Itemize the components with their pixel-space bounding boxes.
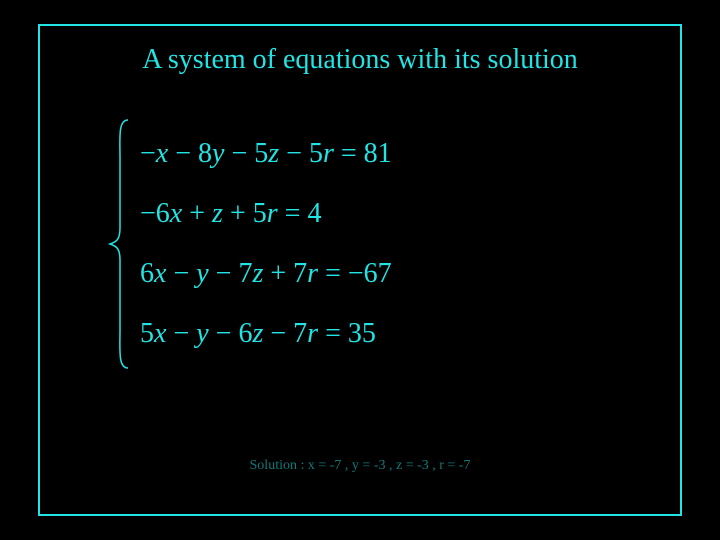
- equation-row: −x − 8y − 5z − 5r = 81: [140, 124, 392, 184]
- equation-row: −6x + z + 5r = 4: [140, 184, 392, 244]
- equation-row: 6x − y − 7z + 7r = −67: [140, 244, 392, 304]
- equation-lines: −x − 8y − 5z − 5r = 81 −6x + z + 5r = 4 …: [140, 124, 392, 364]
- content-frame: A system of equations with its solution …: [38, 24, 682, 516]
- equation-row: 5x − y − 6z − 7r = 35: [140, 304, 392, 364]
- left-brace-icon: [108, 118, 134, 370]
- equation-system: −x − 8y − 5z − 5r = 81 −6x + z + 5r = 4 …: [130, 124, 680, 374]
- solution-text: Solution : x = -7 , y = -3 , z = -3 , r …: [40, 458, 680, 474]
- page-title: A system of equations with its solution: [40, 44, 680, 76]
